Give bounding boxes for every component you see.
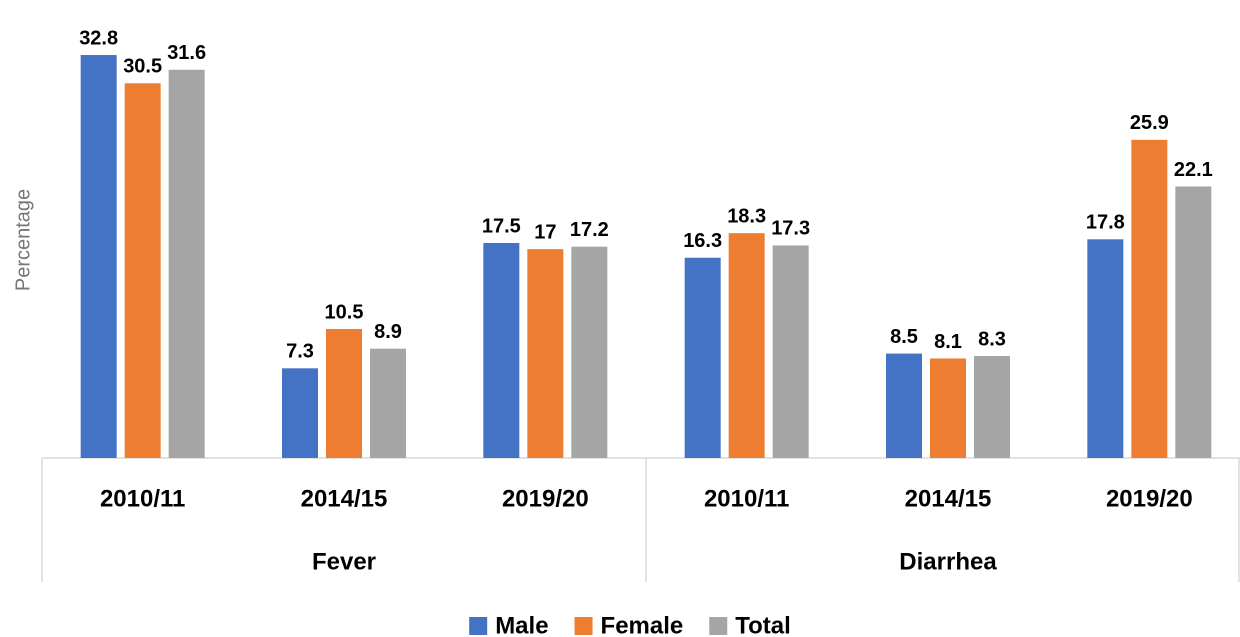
data-label: 18.3 — [727, 205, 766, 227]
bar — [124, 83, 161, 459]
data-label: 17.8 — [1086, 212, 1125, 234]
data-label: 17 — [534, 221, 556, 243]
x-tick-label: 2010/11 — [100, 485, 185, 512]
x-tick-label: 2014/15 — [301, 485, 388, 512]
data-label: 7.3 — [286, 341, 314, 363]
y-axis-label: Percentage — [12, 189, 34, 291]
bar — [527, 249, 564, 458]
legend-swatch — [574, 617, 593, 635]
data-label: 32.8 — [79, 27, 118, 49]
bar — [684, 257, 721, 458]
data-label: 8.5 — [890, 326, 918, 348]
legend-swatch — [709, 617, 728, 635]
x-tick-label: 2019/20 — [502, 485, 589, 512]
bar — [370, 348, 406, 458]
data-label: 31.6 — [167, 42, 206, 64]
bar — [974, 356, 1010, 458]
bar — [282, 368, 318, 458]
data-label: 10.5 — [325, 301, 364, 323]
bar — [1087, 239, 1124, 458]
bar — [772, 245, 809, 458]
bar — [326, 329, 362, 458]
data-label: 8.9 — [374, 321, 402, 343]
data-label: 8.3 — [978, 328, 1006, 350]
data-label: 17.2 — [570, 219, 609, 241]
group-label: Fever — [312, 548, 376, 575]
group-label: Diarrhea — [899, 548, 997, 575]
data-label: 25.9 — [1130, 112, 1169, 134]
bar — [930, 358, 966, 458]
x-tick-label: 2014/15 — [905, 485, 992, 512]
bar — [1131, 139, 1168, 459]
data-label: 30.5 — [123, 56, 162, 78]
bar — [571, 246, 608, 458]
bar — [728, 233, 765, 458]
legend-label: Male — [495, 612, 548, 637]
bar — [483, 243, 520, 458]
legend: Male Female Total — [469, 612, 791, 637]
bar — [80, 55, 117, 459]
x-tick-label: 2010/11 — [704, 485, 789, 512]
bar — [886, 353, 922, 458]
data-label: 17.3 — [771, 218, 810, 240]
data-label: 16.3 — [683, 230, 722, 252]
x-tick-label: 2019/20 — [1106, 485, 1193, 512]
data-label: 17.5 — [482, 215, 521, 237]
legend-label: Female — [601, 612, 684, 637]
data-label: 8.1 — [934, 331, 962, 353]
data-label: 22.1 — [1174, 159, 1213, 181]
bar — [168, 69, 205, 459]
legend-swatch — [469, 617, 488, 635]
bar — [1175, 186, 1212, 458]
legend-label: Total — [735, 612, 791, 637]
